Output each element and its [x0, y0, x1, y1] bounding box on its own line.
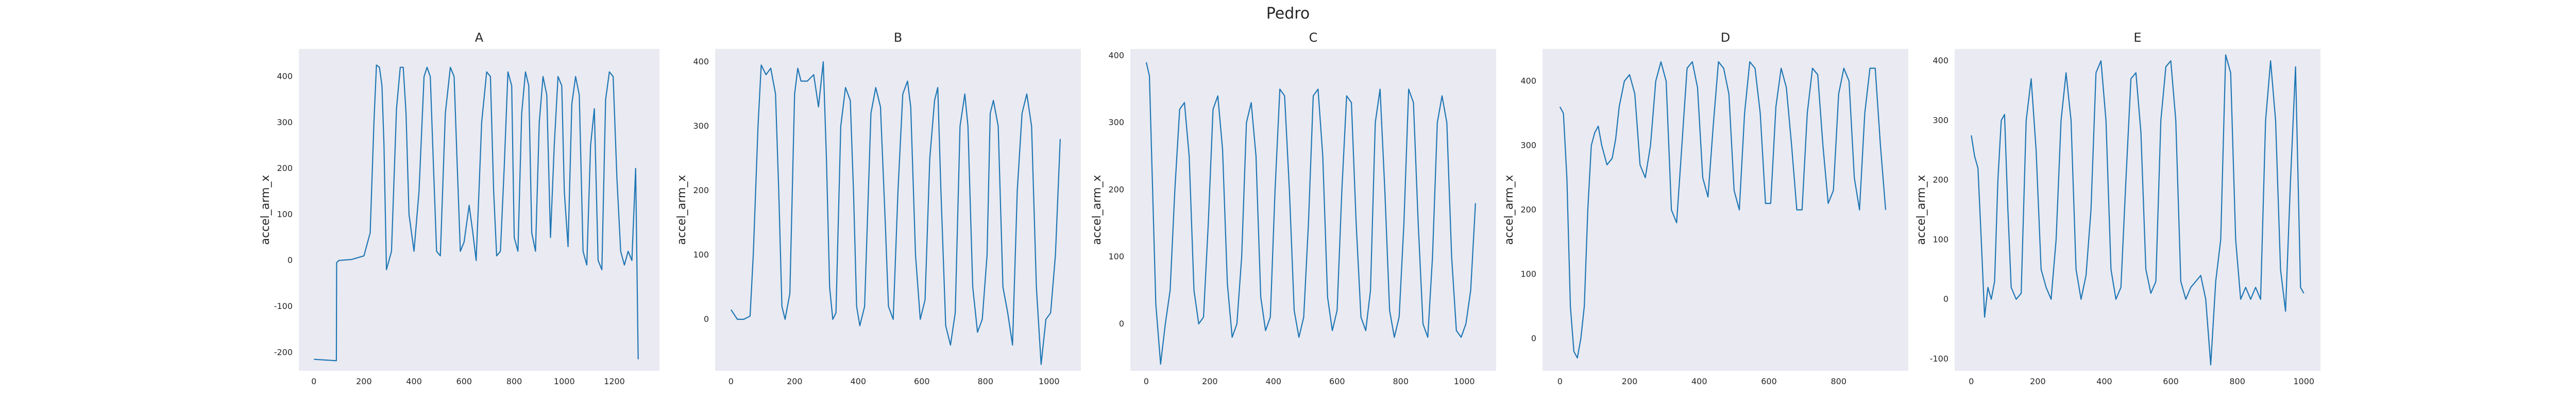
x-tick-label: 800 — [1393, 376, 1409, 386]
plot-area — [299, 49, 659, 371]
x-tick-label: 0 — [1144, 376, 1149, 386]
x-tick-label: 0 — [311, 376, 316, 386]
x-tick-label: 200 — [2030, 376, 2046, 386]
x-tick-label: 800 — [506, 376, 522, 386]
y-tick-label: 100 — [693, 250, 709, 260]
subplot-e: E 0 200 400 600 800 1000 -100 0 100 200 300 400 accel… — [1915, 30, 2320, 386]
y-tick-label: 200 — [1933, 175, 1948, 185]
x-tick-label: 200 — [787, 376, 803, 386]
y-tick-label: 100 — [1108, 252, 1124, 262]
subplot-title: B — [894, 30, 902, 45]
series-line — [730, 61, 1061, 365]
y-tick-label: 300 — [693, 121, 709, 131]
x-tick-label: 600 — [1329, 376, 1345, 386]
x-tick-label: 400 — [406, 376, 422, 386]
subplot-title: E — [2133, 30, 2141, 45]
x-tick-label: 800 — [2229, 376, 2245, 386]
subplot-b: B 0 200 400 600 800 1000 0 100 200 300 400 accel_arm… — [675, 30, 1081, 386]
y-axis-label: accel_arm_x — [1915, 175, 1928, 245]
plot-area — [1543, 49, 1908, 371]
plot-area — [1955, 49, 2320, 371]
x-tick-label: 400 — [2096, 376, 2112, 386]
subplot-title: D — [1721, 30, 1730, 45]
y-tick-label: -200 — [274, 347, 293, 357]
x-tick-label: 600 — [1761, 376, 1777, 386]
y-tick-label: -100 — [274, 301, 293, 311]
y-tick-label: 200 — [277, 163, 293, 173]
x-tick-label: 0 — [728, 376, 734, 386]
y-tick-label: 0 — [1943, 294, 1948, 304]
x-tick-label: 400 — [851, 376, 867, 386]
y-tick-label: 100 — [277, 209, 293, 219]
subplot-title: C — [1309, 30, 1318, 45]
subplot-grid: A0 200 400 600 800 1000 1200-200-1000100200300… — [259, 30, 2320, 386]
x-tick-label: 800 — [1831, 376, 1846, 386]
y-axis-label: accel_arm_x — [675, 175, 688, 245]
figure-title: Pedro — [1266, 5, 1310, 23]
y-tick-label: 300 — [1520, 141, 1536, 150]
x-tick-label: 1000 — [554, 376, 575, 386]
y-tick-label: 200 — [1520, 205, 1536, 215]
y-tick-label: 100 — [1933, 234, 1948, 244]
series-line — [1145, 62, 1476, 365]
y-axis-label: accel_arm_x — [1091, 175, 1104, 245]
x-tick-label: 800 — [978, 376, 994, 386]
y-tick-label: 400 — [693, 57, 709, 66]
x-tick-label: 200 — [1622, 376, 1638, 386]
y-axis-label: accel_arm_x — [1503, 175, 1516, 245]
x-tick-label: 0 — [1969, 376, 1974, 386]
x-tick-label: 400 — [1691, 376, 1707, 386]
x-tick-label: 200 — [356, 376, 372, 386]
y-tick-label: 200 — [1108, 184, 1124, 194]
y-tick-label: 0 — [1531, 334, 1536, 344]
y-tick-label: 300 — [1933, 115, 1948, 125]
y-tick-label: 200 — [693, 185, 709, 195]
subplot-c: C 0 200 400 600 800 1000 0 100 200 300 400 accel_arm… — [1091, 30, 1496, 386]
series-line — [1559, 61, 1887, 359]
x-tick-label: 600 — [914, 376, 930, 386]
x-tick-label: 1000 — [2293, 376, 2314, 386]
y-tick-label: 400 — [1933, 56, 1948, 65]
subplot-d: D 0 200 400 600 800 0 100 200 300 400 accel_arm_x — [1503, 30, 1908, 386]
x-tick-label: 0 — [1557, 376, 1563, 386]
y-tick-label: 0 — [287, 255, 293, 265]
y-tick-label: 400 — [1108, 50, 1124, 60]
y-tick-label: 400 — [277, 72, 293, 81]
y-tick-label: 0 — [1119, 319, 1124, 329]
series-line — [314, 64, 639, 362]
x-tick-label: 1200 — [604, 376, 625, 386]
x-tick-label: 1000 — [1454, 376, 1475, 386]
y-axis-label: accel_arm_x — [259, 175, 272, 245]
subplot-a: A 0 200 400 600 800 1000 1200 -200 -100 0 100 200 300… — [259, 30, 659, 386]
x-tick-label: 200 — [1202, 376, 1218, 386]
x-tick-label: 600 — [456, 376, 472, 386]
y-tick-label: 300 — [1108, 117, 1124, 127]
y-tick-label: 300 — [277, 117, 293, 127]
y-tick-label: 400 — [1520, 76, 1536, 86]
x-tick-label: 1000 — [1039, 376, 1060, 386]
subplot-title: A — [475, 30, 484, 45]
x-tick-label: 400 — [1266, 376, 1282, 386]
y-tick-label: 0 — [704, 314, 709, 324]
y-tick-label: 100 — [1520, 269, 1536, 279]
y-tick-label: -100 — [1930, 354, 1948, 364]
x-tick-label: 600 — [2163, 376, 2179, 386]
series-line — [1971, 54, 2304, 366]
